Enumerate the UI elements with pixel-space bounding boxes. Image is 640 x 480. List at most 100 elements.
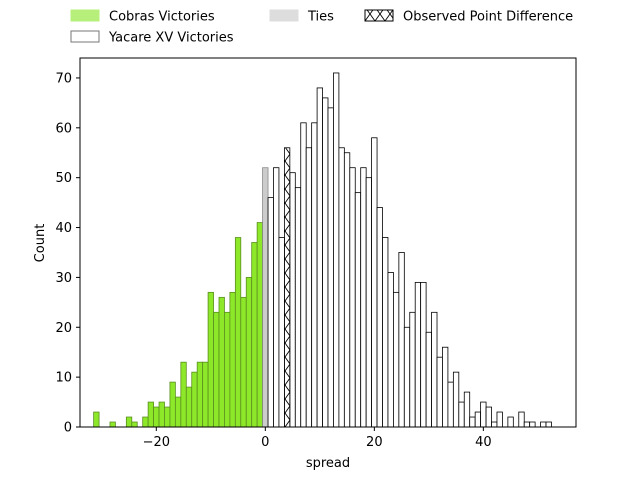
bar-yacare-xv-victories [425,331,432,428]
y-tick-label: 0 [64,421,72,436]
bar-yacare-xv-victories [480,401,487,428]
bar-yacare-xv-victories [420,281,427,428]
bar-yacare-xv-victories [414,281,422,428]
bar-yacare-xv-victories [294,187,302,428]
bar-yacare-xv-victories [507,416,514,428]
bar-yacare-xv-victories [300,122,307,428]
y-tick-label: 60 [55,121,72,136]
bars [93,72,552,428]
bar-yacare-xv-victories [349,167,356,428]
bar-yacare-xv-victories [273,167,280,428]
bar-yacare-xv-victories [338,147,345,428]
bar-cobras-victories [218,296,225,428]
x-tick-label: −20 [143,435,170,450]
legend-swatch-observed-point-difference [364,9,394,22]
bar-cobras-victories [109,421,116,428]
bar-yacare-xv-victories [305,147,313,428]
bar-cobras-victories [196,361,204,428]
bar-yacare-xv-victories [436,356,443,428]
bar-yacare-xv-victories [365,177,372,428]
bar-cobras-victories [240,296,247,428]
bar-yacare-xv-victories [518,411,525,428]
legend-label-cobras-victories: Cobras Victories [109,10,215,25]
bar-cobras-victories [185,386,193,428]
y-tick-label: 40 [55,221,72,236]
bar-yacare-xv-victories [431,311,438,428]
bar-observed-point-difference [283,147,291,428]
bar-yacare-xv-victories [485,406,492,428]
bar-yacare-xv-victories [452,371,460,428]
y-axis-title: Count [33,224,48,263]
bar-yacare-xv-victories [289,172,296,428]
bar-yacare-xv-victories [322,97,329,428]
bar-yacare-xv-victories [360,167,367,428]
y-tick-label: 50 [55,171,72,186]
y-tick-label: 10 [55,371,72,386]
bar-yacare-xv-victories [393,291,400,428]
axes: −20 0 20 40 0 10 20 30 40 50 60 70 [55,57,577,450]
bar-yacare-xv-victories [316,87,323,428]
bar-cobras-victories [142,416,149,428]
bar-yacare-xv-victories [540,421,547,428]
bar-cobras-victories [229,291,236,428]
legend-label-observed-point-difference: Observed Point Difference [403,10,573,25]
bar-yacare-xv-victories [398,252,405,428]
bar-cobras-victories [256,222,263,428]
bar-yacare-xv-victories [267,197,274,428]
bar-yacare-xv-victories [376,207,383,428]
bar-cobras-victories [251,242,258,428]
bar-cobras-victories [191,371,198,428]
bar-cobras-victories [174,396,182,428]
bar-yacare-xv-victories [469,416,476,428]
bar-yacare-xv-victories [327,107,334,428]
legend-swatch-ties [269,9,299,22]
bar-cobras-victories [93,411,100,428]
bar-yacare-xv-victories [463,391,471,428]
bar-cobras-victories [153,406,160,428]
bar-yacare-xv-victories [496,411,503,428]
plot-frame [79,57,577,428]
bar-cobras-victories [234,237,242,428]
bar-yacare-xv-victories [371,137,378,428]
y-tick-label: 20 [55,321,72,336]
x-tick-label: 20 [366,435,383,450]
bar-yacare-xv-victories [409,311,416,428]
bar-yacare-xv-victories [311,122,318,428]
bar-yacare-xv-victories [354,192,362,428]
bar-cobras-victories [158,401,165,428]
bar-cobras-victories [213,311,220,428]
bar-yacare-xv-victories [529,421,536,428]
bar-yacare-xv-victories [491,421,498,428]
legend: Cobras Victories Yacare XV Victories Ties O… [70,9,573,46]
legend-label-yacare-xv-victories: Yacare XV Victories [108,31,234,46]
bar-cobras-victories [169,381,176,428]
x-tick-label: 40 [475,435,492,450]
bar-cobras-victories [125,416,133,428]
bar-cobras-victories [131,421,138,428]
bar-yacare-xv-victories [382,237,389,428]
bar-cobras-victories [164,406,171,428]
bar-yacare-xv-victories [458,401,465,428]
bar-yacare-xv-victories [442,346,449,428]
bar-cobras-victories [180,361,187,428]
bar-yacare-xv-victories [545,421,552,428]
legend-swatch-cobras-victories [70,9,100,22]
x-tick-label: 0 [261,435,269,450]
bar-yacare-xv-victories [333,72,340,428]
legend-swatch-yacare-xv-victories [70,30,100,43]
y-tick-label: 30 [55,271,72,286]
bar-cobras-victories [245,277,253,428]
y-tick-label: 70 [55,71,72,86]
bar-yacare-xv-victories [474,411,482,428]
x-axis-title: spread [306,456,350,471]
bar-yacare-xv-victories [278,237,285,428]
bar-yacare-xv-victories [447,381,454,428]
bar-yacare-xv-victories [343,152,351,428]
legend-label-ties: Ties [307,10,334,25]
bar-cobras-victories [147,401,154,428]
bar-cobras-victories [202,361,209,428]
bar-yacare-xv-victories [523,421,531,428]
bar-ties [262,167,269,428]
bar-cobras-victories [207,291,214,428]
